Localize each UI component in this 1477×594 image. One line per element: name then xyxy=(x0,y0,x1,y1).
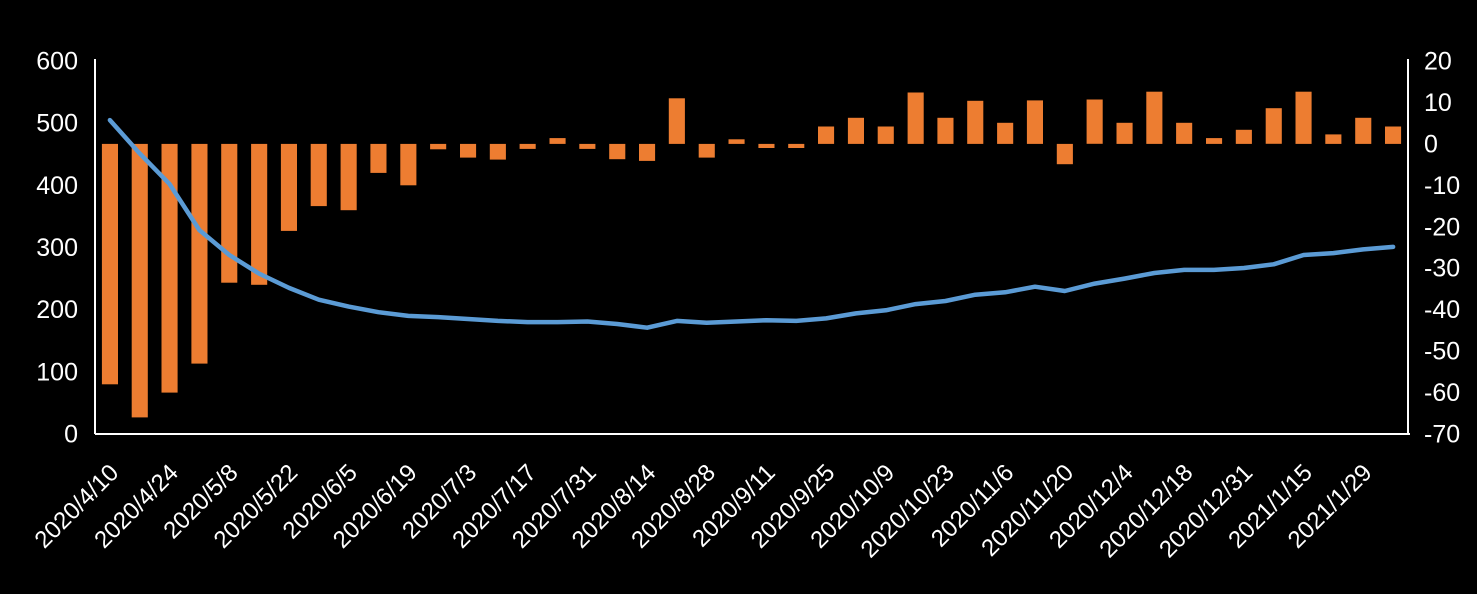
bar xyxy=(609,143,626,160)
y-axis-left-tick-label: 500 xyxy=(36,110,78,138)
bar xyxy=(1146,91,1163,144)
bar xyxy=(788,143,805,148)
bar xyxy=(1176,122,1193,144)
bar xyxy=(668,98,685,144)
bar xyxy=(877,126,894,144)
bar xyxy=(460,143,477,158)
bar xyxy=(101,143,118,385)
y-axis-right: 20 10 0 -10 -20 -30 -40 -50 -60 -70 xyxy=(1424,48,1460,449)
axes xyxy=(94,59,1410,435)
bar xyxy=(430,143,447,150)
y-axis-left-tick-label: 200 xyxy=(36,296,78,324)
y-axis-left-tick-label: 300 xyxy=(36,234,78,262)
y-axis-left-tick-label: 0 xyxy=(64,421,78,449)
y-axis-right-tick-label: -50 xyxy=(1424,338,1460,366)
bar xyxy=(1295,91,1312,144)
line-series xyxy=(107,117,1396,330)
y-axis-left-tick-label: 100 xyxy=(36,358,78,386)
bar xyxy=(639,143,656,161)
y-axis-right-tick-label: -70 xyxy=(1424,421,1460,449)
y-axis-left-tick-label: 600 xyxy=(36,48,78,76)
bar xyxy=(847,117,864,144)
bar xyxy=(310,143,327,207)
y-axis-right-tick-label: -40 xyxy=(1424,296,1460,324)
bar xyxy=(997,122,1014,144)
bar xyxy=(131,143,148,418)
bar xyxy=(1026,100,1043,144)
bar xyxy=(161,143,178,393)
y-axis-right-tick-label: -20 xyxy=(1424,213,1460,241)
y-axis-right-tick-label: -30 xyxy=(1424,255,1460,283)
y-axis-right-tick-label: 10 xyxy=(1424,89,1452,117)
bar xyxy=(1265,108,1282,144)
y-axis-right-tick-label: 0 xyxy=(1424,130,1438,158)
bar xyxy=(1206,138,1223,144)
y-axis-left-tick-label: 400 xyxy=(36,172,78,200)
bar xyxy=(1056,143,1073,165)
bar xyxy=(489,143,506,160)
line-path xyxy=(107,117,1396,330)
bar xyxy=(1385,126,1402,144)
bar xyxy=(907,92,924,144)
y-axis-left: 600 500 400 300 200 100 0 xyxy=(36,48,78,449)
bar xyxy=(1235,129,1252,144)
bar xyxy=(370,143,387,173)
bar xyxy=(251,143,268,285)
bar xyxy=(1116,122,1133,144)
bar xyxy=(549,138,566,144)
bar xyxy=(400,143,417,186)
bar xyxy=(191,143,208,364)
bar xyxy=(937,117,954,144)
bar xyxy=(221,143,238,283)
bar xyxy=(1355,117,1372,144)
bar xyxy=(579,143,596,149)
bar xyxy=(758,143,775,148)
bar xyxy=(519,143,536,149)
y-axis-right-tick-label: -60 xyxy=(1424,379,1460,407)
y-axis-right-tick-label: -10 xyxy=(1424,172,1460,200)
y-axis-right-tick-label: 20 xyxy=(1424,48,1452,76)
bar-series xyxy=(101,91,1402,418)
bar xyxy=(280,143,297,231)
bar xyxy=(340,143,357,211)
bar xyxy=(1325,134,1342,144)
bar xyxy=(818,126,835,144)
bar xyxy=(728,139,745,144)
bar xyxy=(698,143,715,158)
bar xyxy=(967,100,984,144)
bar xyxy=(1086,99,1103,144)
